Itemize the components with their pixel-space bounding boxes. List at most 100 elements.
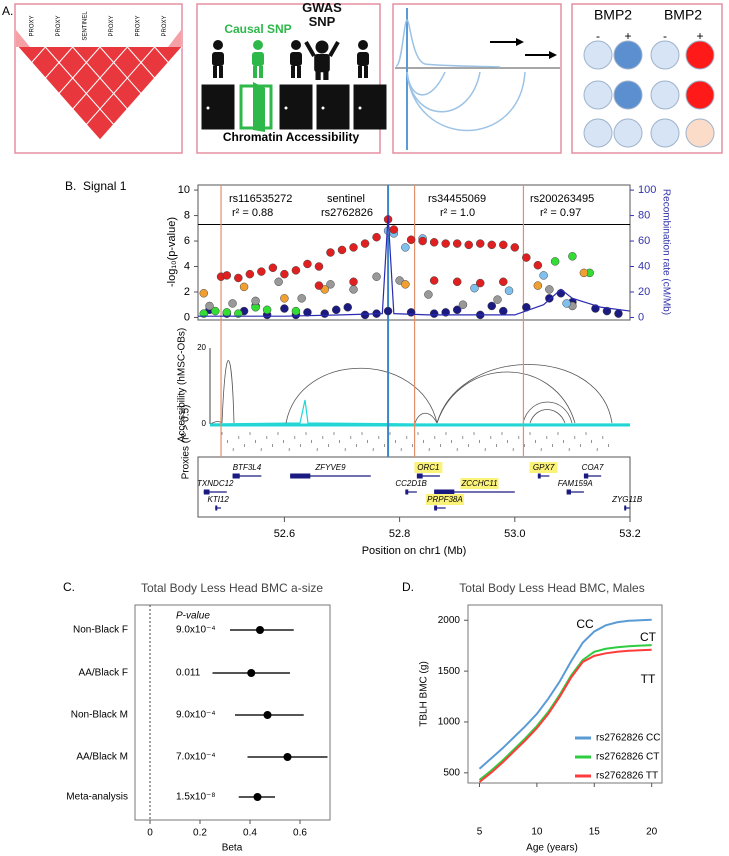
snp-point — [326, 280, 335, 289]
proxy-ticks — [221, 432, 609, 451]
well — [613, 80, 643, 110]
x-tick-label: 15 — [589, 827, 601, 838]
x-tick-label: 10 — [531, 827, 543, 838]
y2-tick-label: 80 — [638, 209, 650, 221]
y-tick-label: 1500 — [438, 666, 461, 677]
sign: - — [596, 29, 600, 43]
snp-point — [320, 309, 329, 318]
ld-heatmap — [16, 30, 183, 141]
y-tick-label: 1000 — [438, 717, 461, 728]
frame — [392, 3, 562, 154]
panel-label: D. — [402, 580, 414, 594]
ld-grid — [85, 46, 156, 125]
x-tick-label: 0.6 — [293, 828, 307, 839]
category-label: AA/Black M — [76, 752, 128, 763]
snp-point — [602, 306, 612, 316]
gene-exon — [566, 489, 571, 495]
snp-point — [504, 286, 514, 295]
door-knob — [358, 106, 362, 110]
gene-exon — [232, 473, 240, 479]
snp-point — [274, 277, 283, 287]
ld-label: PROXY — [56, 15, 62, 36]
well — [685, 40, 715, 70]
causal-label: Causal SNP — [224, 22, 291, 36]
snp-point — [418, 236, 427, 246]
person-head — [315, 40, 329, 54]
snp-point — [343, 303, 353, 312]
ld-label: PROXY — [162, 15, 168, 36]
snp-point — [562, 299, 571, 308]
person-leg — [315, 68, 321, 80]
column-header: P-value — [176, 611, 210, 622]
snp-point — [424, 290, 433, 299]
well — [650, 80, 680, 110]
snp-point — [239, 282, 249, 292]
x-axis-label: Age (years) — [526, 843, 578, 854]
door-leaf — [253, 82, 265, 132]
gene-label: ZYG11B — [611, 495, 643, 504]
ld-label: PROXY — [109, 15, 115, 36]
y-tick-label: 0 — [184, 311, 190, 323]
person-body — [212, 52, 224, 66]
ld-corner — [16, 30, 30, 47]
snp-point — [297, 294, 306, 303]
snp-point — [452, 277, 462, 287]
track-label: Proxies (r² > 0.5) — [181, 405, 192, 480]
snp-point — [222, 271, 232, 280]
snp-point — [205, 301, 214, 311]
well — [685, 118, 715, 148]
snp-point — [211, 306, 220, 316]
person-body — [252, 52, 264, 66]
y2-tick-label: 20 — [638, 286, 650, 298]
loop-diagram — [395, 8, 560, 150]
snp-point — [314, 281, 324, 290]
gene-label: ZCCHC11 — [460, 479, 497, 488]
snp-point — [470, 283, 479, 293]
chart-title: Total Body Less Head BMC, Males — [459, 581, 644, 595]
acc-tick-label: 20 — [197, 343, 206, 352]
snp-point — [222, 308, 232, 317]
annotation: rs2762826 — [321, 207, 373, 219]
peak — [209, 360, 235, 425]
y2-tick-label: 40 — [638, 260, 650, 272]
snp-point — [545, 285, 554, 294]
snp-point — [280, 304, 289, 313]
category-label: Non-Black M — [71, 710, 128, 721]
signal — [395, 19, 501, 68]
snp-point — [452, 239, 462, 248]
person-leg — [364, 66, 368, 78]
gene-label: BTF3L4 — [233, 463, 262, 472]
estimate — [283, 753, 292, 761]
arrow-head — [549, 51, 557, 59]
series-line — [478, 648, 652, 783]
snp-point — [579, 268, 589, 278]
well — [583, 80, 613, 110]
loop — [406, 71, 526, 132]
people — [201, 40, 387, 132]
gene-highlight — [414, 462, 443, 473]
well — [583, 118, 613, 148]
y-axis-label: TBLH BMC (g) — [419, 661, 430, 727]
snp-point — [556, 289, 566, 298]
x-tick-label: 0 — [147, 828, 153, 839]
snp-point — [452, 305, 462, 315]
annotation: r² = 0.97 — [540, 207, 581, 219]
gene-label: COA7 — [582, 463, 604, 472]
person-head — [213, 40, 223, 50]
well — [613, 40, 643, 70]
snp-point — [245, 269, 255, 279]
x-axis-label: Position on chr1 (Mb) — [362, 545, 467, 557]
snp-point — [280, 269, 289, 279]
y-tick-label: 4 — [184, 260, 190, 272]
snp-point — [441, 239, 450, 248]
series-annotation: CC — [576, 617, 594, 631]
x-tick-label: 20 — [646, 827, 658, 838]
person-body — [290, 52, 302, 66]
snp-point — [401, 280, 410, 289]
ld-corner — [168, 30, 181, 47]
sign: - — [663, 29, 667, 43]
ld-triangle — [18, 47, 182, 140]
y2-tick-label: 60 — [638, 235, 650, 247]
snp-point — [568, 252, 577, 261]
